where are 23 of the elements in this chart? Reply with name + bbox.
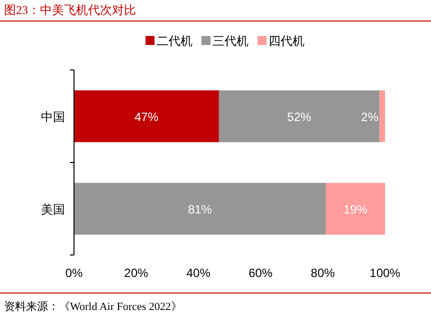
x-tick-label: 60%: [248, 266, 273, 280]
bar: [218, 90, 380, 142]
x-tick-label: 100%: [370, 266, 401, 280]
data-label: 81%: [188, 202, 212, 216]
y-tick-label: 美国: [41, 202, 65, 216]
data-label: 47%: [134, 110, 159, 124]
x-tick-label: 80%: [310, 266, 336, 280]
legend-label: 四代机: [268, 34, 304, 48]
bar: [74, 90, 219, 142]
bar: [326, 182, 385, 235]
data-label: 2%: [361, 110, 379, 124]
bar: [379, 90, 385, 142]
y-tick-label: 中国: [41, 110, 65, 124]
x-tick-label: 0%: [65, 266, 83, 280]
bar: [74, 182, 326, 235]
text: 资料来源：《World Air Forces 2022》: [4, 300, 182, 313]
data-label: 19%: [343, 202, 368, 216]
legend-label: 二代机: [156, 34, 192, 48]
legend-label: 三代机: [212, 34, 248, 48]
data-label: 52%: [287, 110, 312, 124]
chart-title: 图23：中美飞机代次对比: [4, 3, 136, 17]
x-tick-label: 40%: [186, 266, 211, 280]
x-tick-label: 20%: [124, 266, 149, 280]
